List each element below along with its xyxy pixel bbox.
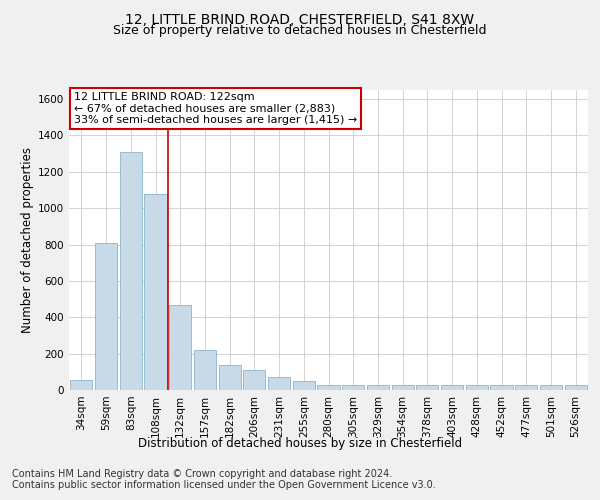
Bar <box>268 378 290 390</box>
Y-axis label: Number of detached properties: Number of detached properties <box>21 147 34 333</box>
Bar <box>416 386 439 390</box>
Bar <box>169 304 191 390</box>
Bar <box>441 386 463 390</box>
Bar <box>293 381 315 390</box>
Bar <box>342 386 364 390</box>
Text: 12, LITTLE BRIND ROAD, CHESTERFIELD, S41 8XW: 12, LITTLE BRIND ROAD, CHESTERFIELD, S41… <box>125 12 475 26</box>
Bar <box>540 386 562 390</box>
Text: Distribution of detached houses by size in Chesterfield: Distribution of detached houses by size … <box>138 438 462 450</box>
Text: Size of property relative to detached houses in Chesterfield: Size of property relative to detached ho… <box>113 24 487 37</box>
Bar <box>515 386 538 390</box>
Text: 12 LITTLE BRIND ROAD: 122sqm
← 67% of detached houses are smaller (2,883)
33% of: 12 LITTLE BRIND ROAD: 122sqm ← 67% of de… <box>74 92 358 124</box>
Text: Contains public sector information licensed under the Open Government Licence v3: Contains public sector information licen… <box>12 480 436 490</box>
Bar <box>317 386 340 390</box>
Bar <box>70 380 92 390</box>
Bar <box>119 152 142 390</box>
Bar <box>490 386 512 390</box>
Bar <box>194 350 216 390</box>
Bar <box>218 364 241 390</box>
Bar <box>95 242 117 390</box>
Bar <box>565 386 587 390</box>
Text: Contains HM Land Registry data © Crown copyright and database right 2024.: Contains HM Land Registry data © Crown c… <box>12 469 392 479</box>
Bar <box>367 386 389 390</box>
Bar <box>466 386 488 390</box>
Bar <box>145 194 167 390</box>
Bar <box>243 370 265 390</box>
Bar <box>392 386 414 390</box>
